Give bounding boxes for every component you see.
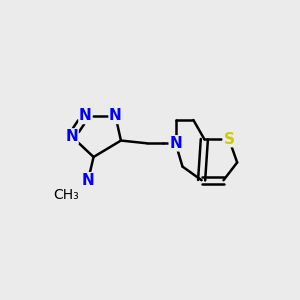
Text: N: N (109, 108, 122, 123)
Text: N: N (65, 129, 78, 144)
Text: N: N (79, 108, 92, 123)
Text: CH₃: CH₃ (53, 188, 79, 202)
Text: N: N (169, 136, 182, 151)
Text: S: S (224, 132, 235, 147)
Text: N: N (82, 173, 94, 188)
